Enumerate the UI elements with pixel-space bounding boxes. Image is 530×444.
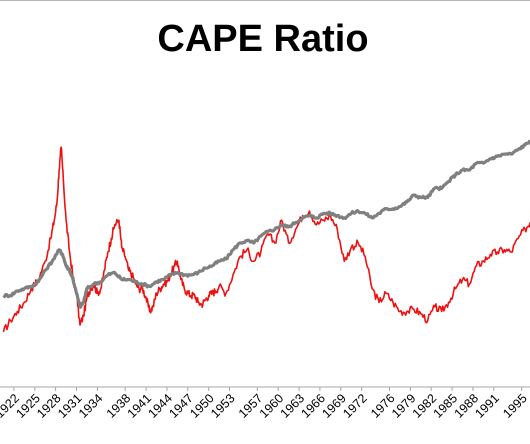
gray-series-line xyxy=(4,140,530,307)
x-tick-label: 1953 xyxy=(208,391,238,421)
series-layer xyxy=(4,140,530,332)
x-axis-ticks: 1922192519281931193419381941194419471950… xyxy=(0,387,530,421)
x-tick-label: 1934 xyxy=(76,391,106,421)
x-tick-label: 1972 xyxy=(340,391,370,421)
x-tick-label: 1995 xyxy=(500,391,530,421)
x-tick-label: 1991 xyxy=(472,391,502,421)
chart-title: CAPE Ratio xyxy=(157,18,368,60)
